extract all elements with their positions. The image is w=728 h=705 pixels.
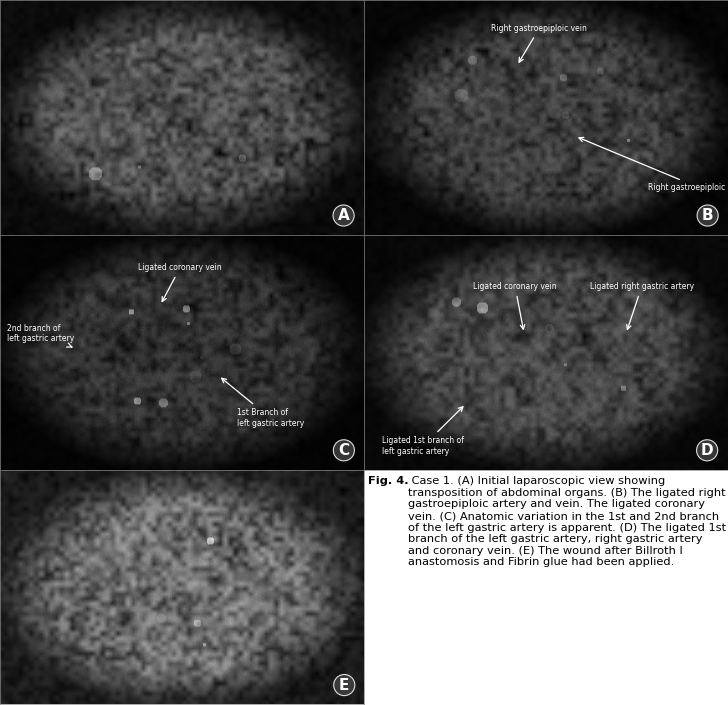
Text: 2nd branch of
left gastric artery: 2nd branch of left gastric artery	[7, 324, 74, 347]
Text: Right gastroepiploic artery: Right gastroepiploic artery	[579, 137, 728, 192]
Text: E: E	[339, 678, 349, 692]
Text: Fig. 4.: Fig. 4.	[368, 477, 408, 486]
Text: C: C	[339, 443, 349, 458]
Text: B: B	[702, 208, 713, 223]
Text: A: A	[338, 208, 349, 223]
Text: Right gastroepiploic vein: Right gastroepiploic vein	[491, 24, 587, 62]
Text: D: D	[701, 443, 713, 458]
Text: 1st Branch of
left gastric artery: 1st Branch of left gastric artery	[221, 379, 304, 427]
Text: Ligated coronary vein: Ligated coronary vein	[138, 263, 222, 302]
Text: Ligated right gastric artery: Ligated right gastric artery	[590, 282, 694, 329]
Text: Ligated coronary vein: Ligated coronary vein	[473, 282, 557, 329]
Text: Ligated 1st branch of
left gastric artery: Ligated 1st branch of left gastric arter…	[382, 407, 464, 455]
Text: Case 1. (A) Initial laparoscopic view showing transposition of abdominal organs.: Case 1. (A) Initial laparoscopic view sh…	[408, 477, 727, 568]
